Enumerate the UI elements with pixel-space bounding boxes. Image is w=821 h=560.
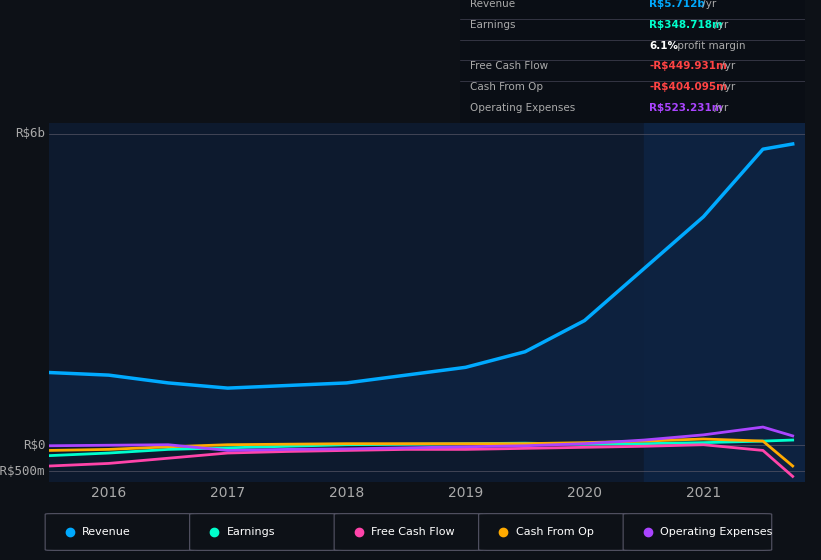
Text: /yr: /yr	[699, 0, 716, 9]
Text: Free Cash Flow: Free Cash Flow	[371, 527, 455, 537]
FancyBboxPatch shape	[623, 514, 772, 550]
FancyBboxPatch shape	[190, 514, 338, 550]
Text: R$348.718m: R$348.718m	[649, 20, 723, 30]
Text: /yr: /yr	[718, 61, 735, 71]
Text: R$0: R$0	[23, 438, 45, 452]
Text: Free Cash Flow: Free Cash Flow	[470, 61, 548, 71]
Text: Revenue: Revenue	[470, 0, 516, 9]
Text: Cash From Op: Cash From Op	[470, 82, 544, 92]
Text: Operating Expenses: Operating Expenses	[470, 102, 576, 113]
Bar	[644, 123, 805, 482]
Text: R$523.231m: R$523.231m	[649, 102, 723, 113]
Text: Earnings: Earnings	[227, 527, 275, 537]
Text: -R$449.931m: -R$449.931m	[649, 61, 727, 71]
Text: /yr: /yr	[712, 102, 729, 113]
Text: -R$404.095m: -R$404.095m	[649, 82, 727, 92]
FancyBboxPatch shape	[45, 514, 194, 550]
Text: R$5.712b: R$5.712b	[649, 0, 705, 9]
Text: -R$500m: -R$500m	[0, 465, 45, 478]
FancyBboxPatch shape	[334, 514, 483, 550]
Text: Cash From Op: Cash From Op	[516, 527, 594, 537]
Text: /yr: /yr	[718, 82, 735, 92]
Text: Earnings: Earnings	[470, 20, 516, 30]
Text: Revenue: Revenue	[82, 527, 131, 537]
Text: profit margin: profit margin	[674, 40, 745, 50]
FancyBboxPatch shape	[479, 514, 627, 550]
Text: Operating Expenses: Operating Expenses	[660, 527, 773, 537]
Text: R$6b: R$6b	[16, 127, 45, 140]
Text: 6.1%: 6.1%	[649, 40, 678, 50]
Text: /yr: /yr	[712, 20, 729, 30]
